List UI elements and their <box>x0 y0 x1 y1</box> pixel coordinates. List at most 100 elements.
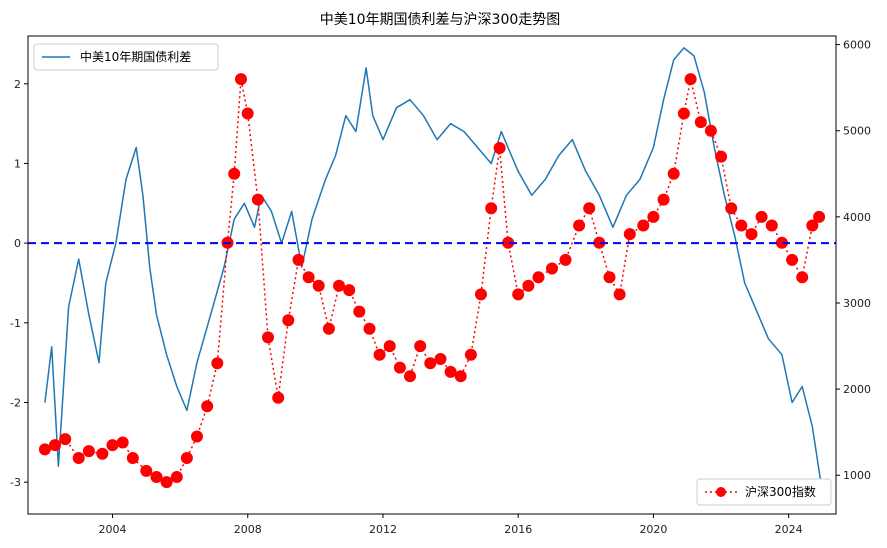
legend-spread-box <box>33 43 219 71</box>
right-tick-label: 5000 <box>843 125 871 138</box>
left-tick-label: -3 <box>10 476 21 489</box>
index-point <box>191 430 203 443</box>
x-axis: 2004 2008 2012 2016 2020 2024 <box>99 514 803 536</box>
index-point <box>150 471 163 483</box>
index-point <box>493 142 506 154</box>
index-point <box>59 433 72 446</box>
index-point <box>637 219 650 232</box>
plot-frame <box>27 35 837 515</box>
index-point <box>715 150 728 163</box>
index-point <box>657 193 670 206</box>
x-tick-label: 2024 <box>775 523 803 536</box>
right-y-axis: 1000 2000 3000 4000 5000 6000 <box>836 39 871 482</box>
index-point <box>38 443 51 456</box>
index-point <box>302 271 315 284</box>
index-point <box>272 391 285 404</box>
index-point <box>343 284 356 297</box>
index-point <box>228 167 241 180</box>
index-point <box>593 236 606 249</box>
index-point <box>475 288 487 301</box>
index-point <box>72 452 85 464</box>
index-point <box>363 322 376 335</box>
index-point <box>235 73 247 86</box>
x-tick-label: 2008 <box>234 523 262 536</box>
index-point <box>211 357 224 370</box>
spread-series <box>44 47 822 483</box>
index-point <box>241 107 254 120</box>
spread-line <box>44 47 822 483</box>
index-point <box>583 202 596 215</box>
left-tick-label: -1 <box>10 317 21 330</box>
index-point <box>82 445 95 458</box>
left-tick-label: 1 <box>14 157 21 170</box>
index-point <box>353 305 366 318</box>
index-point <box>745 228 758 241</box>
index-point <box>725 202 738 215</box>
right-tick-label: 1000 <box>843 469 871 482</box>
index-point <box>796 271 809 284</box>
index-point <box>775 236 788 249</box>
index-point <box>546 262 558 275</box>
index-point <box>485 202 498 215</box>
index-point <box>667 167 680 180</box>
index-point <box>603 271 616 284</box>
x-tick-label: 2016 <box>504 523 532 536</box>
index-point <box>806 219 819 232</box>
index-point <box>512 288 525 301</box>
index-point <box>383 340 396 353</box>
index-point <box>292 253 305 266</box>
index-point <box>677 107 690 120</box>
left-tick-label: 2 <box>14 78 21 91</box>
x-tick-label: 2012 <box>369 523 397 536</box>
index-point <box>373 348 386 361</box>
index-point <box>694 116 707 129</box>
index-point <box>262 331 274 344</box>
index-point <box>96 447 109 460</box>
legend-index-label: 沪深300指数 <box>745 484 816 499</box>
index-point <box>414 340 427 353</box>
index-point <box>106 439 119 452</box>
index-point <box>140 464 153 477</box>
index-series <box>38 73 826 489</box>
index-point <box>49 439 61 452</box>
index-point <box>704 124 717 137</box>
index-point <box>735 219 748 232</box>
index-point <box>126 452 139 464</box>
left-tick-label: 0 <box>14 237 21 250</box>
index-point <box>623 228 636 241</box>
index-point <box>312 279 325 292</box>
index-point <box>464 348 477 361</box>
index-point <box>813 210 826 223</box>
index-point <box>444 365 457 378</box>
index-point <box>160 476 173 489</box>
legend-spread-label: 中美10年期国债利差 <box>80 49 191 64</box>
index-point <box>201 400 214 413</box>
index-point <box>404 370 416 383</box>
index-point <box>786 253 799 266</box>
right-tick-label: 3000 <box>843 297 871 310</box>
index-point <box>251 193 264 206</box>
index-point <box>613 288 626 301</box>
left-tick-label: -2 <box>10 396 21 409</box>
index-point <box>755 210 768 223</box>
index-point <box>532 271 545 284</box>
index-point <box>322 322 335 335</box>
index-point <box>559 253 572 266</box>
index-point <box>424 357 437 370</box>
x-tick-label: 2004 <box>99 523 127 536</box>
right-tick-label: 6000 <box>843 39 871 52</box>
index-point <box>180 452 193 464</box>
index-point <box>647 210 660 223</box>
right-tick-label: 2000 <box>843 383 871 396</box>
legend-index: 沪深300指数 <box>696 478 832 506</box>
index-point <box>116 436 129 449</box>
index-point <box>765 219 778 232</box>
chart-title: 中美10年期国债利差与沪深300走势图 <box>320 12 561 28</box>
index-point <box>333 279 345 292</box>
index-point <box>502 236 515 249</box>
right-tick-label: 4000 <box>843 211 871 224</box>
index-point <box>393 361 406 374</box>
index-point <box>170 471 183 483</box>
legend-index-marker <box>716 487 726 497</box>
